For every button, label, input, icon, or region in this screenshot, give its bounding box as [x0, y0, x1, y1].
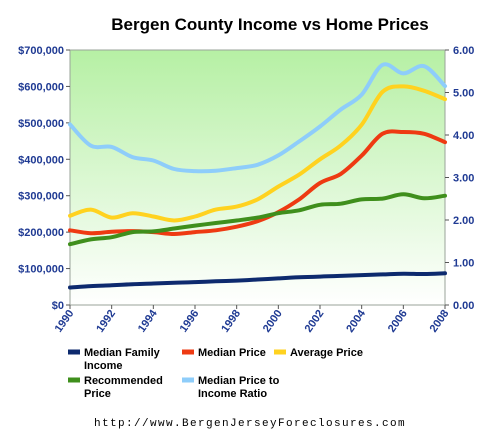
legend-label: Recommended	[84, 375, 163, 387]
legend-label: Income	[84, 360, 123, 372]
chart-title: Bergen County Income vs Home Prices	[111, 15, 428, 34]
y-right-tick-label: 3.00	[453, 173, 474, 185]
y-left-tick-label: $700,000	[18, 45, 64, 57]
y-left-tick-label: $0	[52, 300, 64, 312]
x-tick-label: 2000	[261, 308, 285, 335]
y-left-tick-label: $100,000	[18, 264, 64, 276]
y-right-tick-label: 6.00	[453, 45, 474, 57]
legend-label: Median Family	[84, 347, 161, 359]
y-right-tick-label: 5.00	[453, 88, 474, 100]
y-right-tick-label: 0.00	[453, 300, 474, 312]
x-tick-label: 2004	[344, 307, 368, 335]
x-tick-label: 2006	[386, 308, 410, 335]
y-left-tick-label: $500,000	[18, 118, 64, 130]
x-tick-label: 1994	[136, 307, 160, 335]
series-line-4	[68, 62, 447, 174]
legend-label: Price	[84, 388, 111, 400]
y-left-tick-label: $400,000	[18, 154, 64, 166]
series-lines	[68, 62, 447, 290]
y-right-tick-label: 2.00	[453, 215, 474, 227]
series-line-0	[68, 271, 447, 290]
y-right-tick-label: 1.00	[453, 258, 474, 270]
legend-label: Average Price	[290, 347, 363, 359]
y-left-tick-label: $200,000	[18, 227, 64, 239]
footer-url: http://www.BergenJerseyForeclosures.com	[94, 418, 406, 430]
y-left-tick-label: $300,000	[18, 191, 64, 203]
x-tick-label: 1996	[178, 308, 202, 335]
legend-label: Income Ratio	[198, 388, 267, 400]
legend-label: Median Price	[198, 347, 266, 359]
series-line-2	[68, 84, 447, 223]
legend-label: Median Price to	[198, 375, 280, 387]
x-tick-label: 2002	[303, 308, 327, 335]
x-tick-label: 1998	[219, 308, 243, 335]
series-line-3	[68, 192, 447, 247]
y-left-tick-label: $600,000	[18, 81, 64, 93]
x-tick-label: 2008	[428, 308, 452, 335]
y-right-tick-label: 4.00	[453, 130, 474, 142]
x-tick-label: 1992	[94, 308, 118, 335]
